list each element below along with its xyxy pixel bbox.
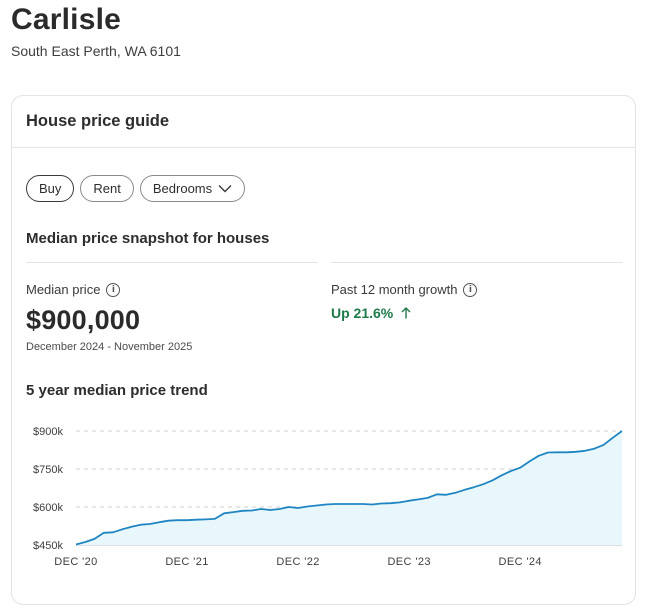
y-tick-label: $600k — [33, 502, 63, 514]
x-tick-label: DEC '23 — [387, 556, 430, 568]
snapshot-divider-right — [331, 262, 623, 263]
x-tick-label: DEC '21 — [165, 556, 208, 568]
y-axis-ticks: $450k $600k $750k $900k — [33, 426, 63, 552]
median-price-label-text: Median price — [26, 282, 101, 297]
price-trend-chart: $450k$600k$750k$900k DEC '20 DEC '21 DEC '… — [33, 426, 623, 568]
chevron-down-icon — [218, 185, 232, 193]
arrow-up-icon — [401, 307, 411, 319]
rent-filter-label: Rent — [93, 181, 121, 196]
trend-line — [75, 430, 623, 546]
snapshot-divider-left — [26, 262, 318, 263]
buy-filter-label: Buy — [39, 181, 62, 196]
suburb-title: Carlisle — [11, 3, 121, 36]
growth-label-text: Past 12 month growth — [331, 282, 458, 297]
filter-chips: Buy Rent Bedrooms — [26, 175, 246, 202]
suburb-address: South East Perth, WA 6101 — [11, 43, 181, 59]
bedrooms-filter-label: Bedrooms — [152, 181, 213, 196]
trend-title: 5 year median price trend — [26, 382, 208, 399]
x-tick-label: DEC '24 — [498, 556, 541, 568]
growth-value: Up 21.6% — [331, 305, 411, 321]
buy-filter-chip[interactable]: Buy — [26, 175, 75, 202]
median-price-label: Median price i — [26, 282, 121, 297]
y-tick-label: $450k — [33, 540, 63, 552]
x-tick-label: DEC '20 — [54, 556, 97, 568]
x-tick-label: DEC '22 — [276, 556, 319, 568]
snapshot-title: Median price snapshot for houses — [26, 230, 270, 247]
median-info-icon[interactable]: i — [106, 282, 121, 297]
card-title: House price guide — [26, 112, 170, 130]
y-tick-label: $750k — [33, 464, 63, 476]
trend-area-fill — [76, 431, 622, 545]
median-price-period: December 2024 - November 2025 — [26, 341, 193, 353]
card-header: House price guide — [12, 96, 635, 148]
growth-value-text: Up 21.6% — [331, 305, 394, 321]
bedrooms-filter-dropdown[interactable]: Bedrooms — [139, 175, 246, 202]
rent-filter-chip[interactable]: Rent — [80, 175, 134, 202]
median-price-value: $900,000 — [26, 305, 141, 335]
y-tick-label: $900k — [33, 426, 63, 438]
growth-label: Past 12 month growth i — [331, 282, 478, 297]
growth-info-icon[interactable]: i — [463, 282, 478, 297]
x-axis-ticks: DEC '20 DEC '21 DEC '22 DEC '23 DEC '24 — [54, 556, 541, 568]
